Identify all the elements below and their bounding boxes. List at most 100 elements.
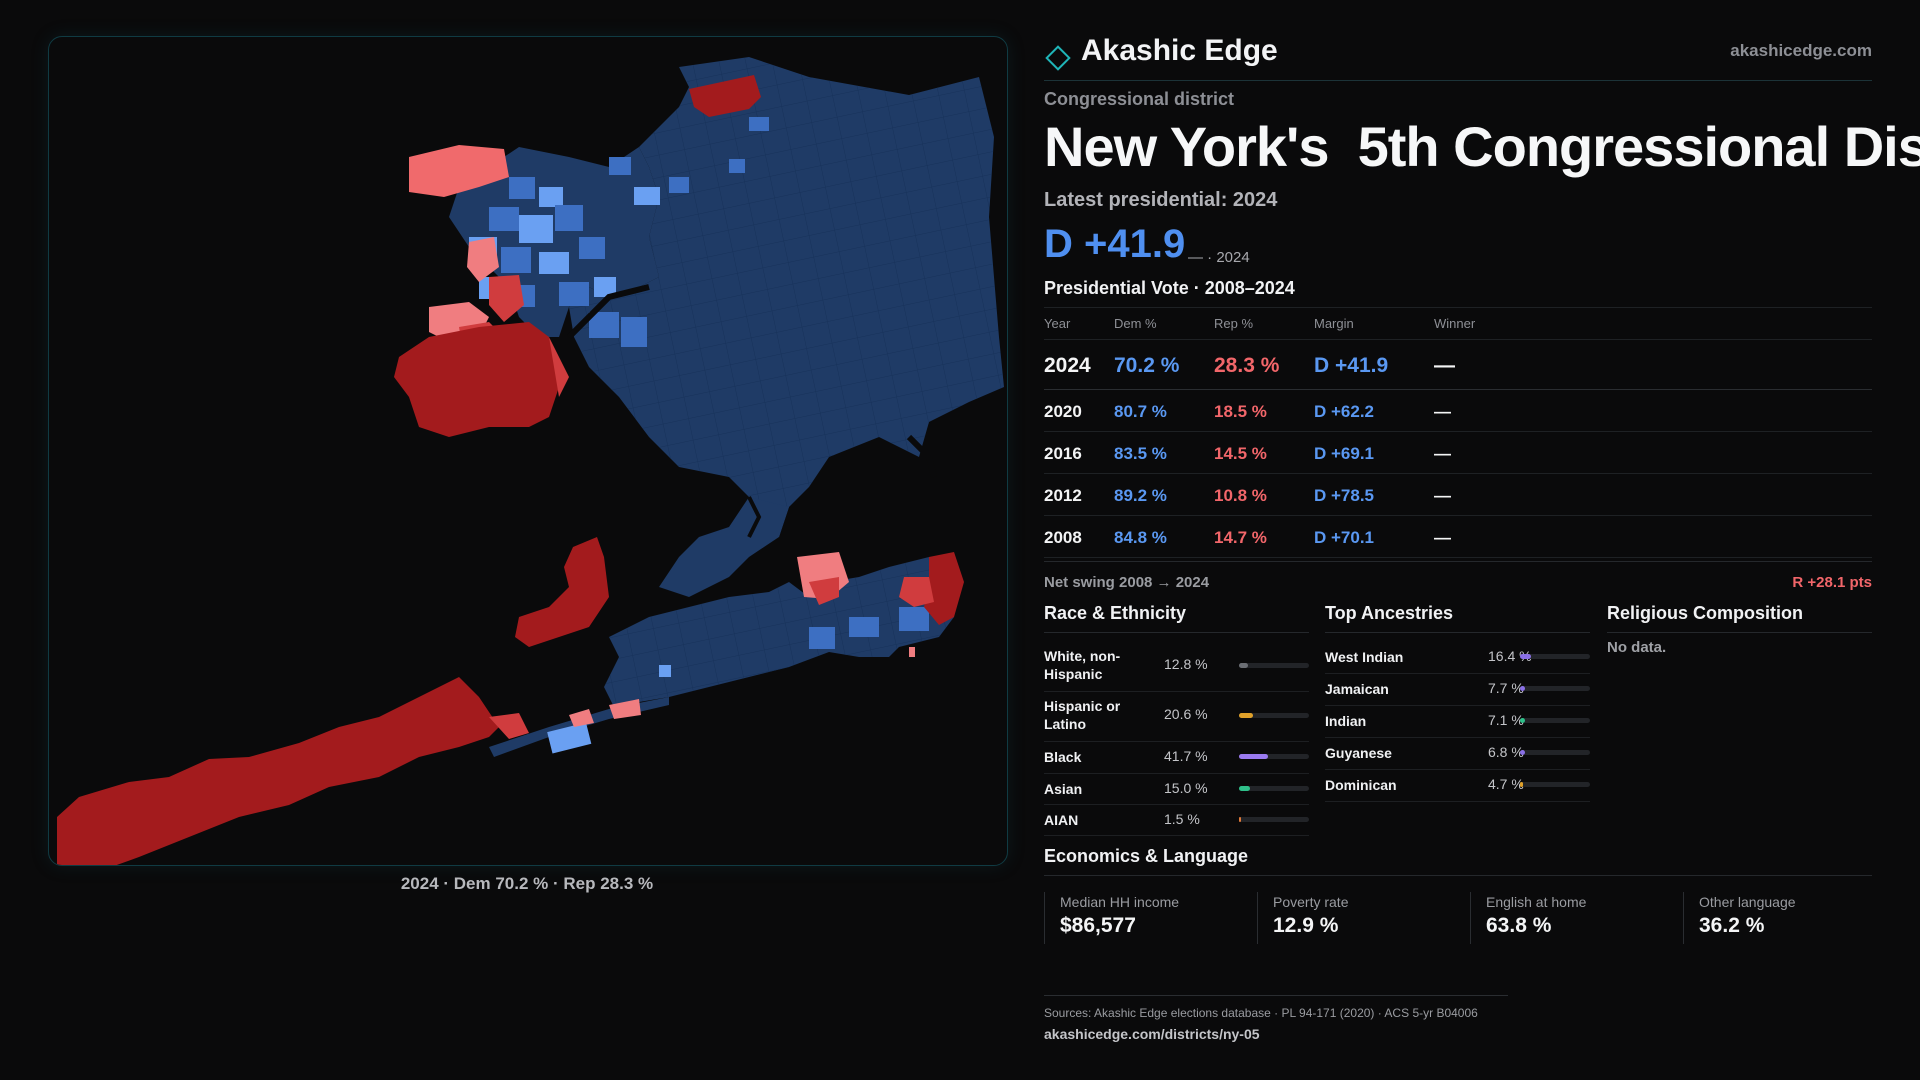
row-year: 2020 — [1044, 402, 1082, 421]
row-rep: 18.5 % — [1214, 402, 1267, 421]
race-row: Black 41.7 % — [1044, 741, 1309, 774]
race-label: Hispanic or Latino — [1044, 698, 1121, 732]
row-dem: 89.2 % — [1114, 486, 1167, 505]
ancestry-bar-fill — [1520, 718, 1525, 723]
net-swing-label: Net swing 2008 → 2024 — [1044, 574, 1210, 591]
race-row: Asian 15.0 % — [1044, 773, 1309, 805]
row-margin: D +62.2 — [1314, 402, 1375, 421]
ancestry-label: Indian — [1325, 713, 1367, 729]
latest-presidential-label: Latest presidential: 2024 — [1044, 189, 1278, 211]
col-rep: Rep % — [1214, 316, 1254, 331]
economics-title: Economics & Language — [1044, 846, 1249, 866]
race-value: 41.7 % — [1164, 748, 1208, 764]
district-map[interactable] — [48, 36, 1008, 866]
ancestry-bar-fill — [1520, 686, 1525, 691]
ancestry-label: West Indian — [1325, 649, 1404, 665]
ancestry-value: 4.7 % — [1488, 776, 1524, 792]
econ-value: 36.2 % — [1699, 914, 1765, 937]
row-rep: 14.7 % — [1214, 528, 1267, 547]
table-row[interactable]: 2024 70.2 % 28.3 % D +41.9 — — [1044, 340, 1872, 390]
race-row: AIAN 1.5 % — [1044, 804, 1309, 836]
econ-card-income: Median HH income $86,577 — [1044, 892, 1242, 944]
row-margin: D +70.1 — [1314, 528, 1375, 547]
row-margin: D +41.9 — [1314, 354, 1389, 377]
ancestry-row: Dominican 4.7 % — [1325, 769, 1590, 802]
religion-no-data: No data. — [1607, 639, 1667, 656]
race-bar-fill — [1239, 786, 1250, 791]
district-url-link[interactable]: akashicedge.com/districts/ny-05 — [1044, 1026, 1260, 1042]
map-svg[interactable] — [49, 37, 1007, 865]
ancestry-label: Jamaican — [1325, 681, 1389, 697]
rep-tracts[interactable] — [57, 75, 964, 865]
row-dem: 70.2 % — [1114, 354, 1180, 377]
district-type: Congressional district — [1044, 89, 1235, 109]
econ-value: 12.9 % — [1273, 914, 1339, 937]
brand-header: Akashic Edge akashicedge.com — [1044, 34, 1872, 81]
row-year: 2024 — [1044, 354, 1091, 377]
race-label: Asian — [1044, 781, 1083, 797]
brand-url-link[interactable]: akashicedge.com — [1730, 41, 1872, 60]
row-dem: 80.7 % — [1114, 402, 1167, 421]
net-swing-value: R +28.1 pts — [1792, 574, 1872, 591]
row-winner: — — [1434, 444, 1451, 463]
ancestry-bar-track — [1520, 750, 1590, 755]
row-year: 2016 — [1044, 444, 1082, 463]
map-caption: 2024 · Dem 70.2 % · Rep 28.3 % — [400, 874, 654, 893]
row-rep: 14.5 % — [1214, 444, 1267, 463]
latest-margin: D +41.9 — [1044, 222, 1186, 266]
ancestry-value: 7.1 % — [1488, 712, 1524, 728]
race-bar-track — [1239, 663, 1309, 668]
page-title: New York's 5th Congressional District — [1044, 115, 1920, 178]
sources-text: Sources: Akashic Edge elections database… — [1044, 1006, 1478, 1020]
presidential-vote-title: Presidential Vote · 2008–2024 — [1044, 278, 1295, 298]
ancestry-row: Indian 7.1 % — [1325, 705, 1590, 738]
econ-card-other-language: Other language 36.2 % — [1683, 892, 1881, 944]
col-dem: Dem % — [1114, 316, 1157, 331]
row-winner: — — [1434, 528, 1451, 547]
race-bar-fill — [1239, 713, 1253, 718]
ancestry-bar-fill — [1520, 782, 1523, 787]
table-header: Year Dem % Rep % Margin Winner — [1044, 307, 1872, 340]
ancestry-bar-track — [1520, 782, 1590, 787]
race-bar-fill — [1239, 663, 1248, 668]
race-label: AIAN — [1044, 812, 1079, 828]
ancestry-label: Guyanese — [1325, 745, 1392, 761]
race-label: White, non-Hispanic — [1044, 648, 1121, 682]
row-year: 2008 — [1044, 528, 1082, 547]
race-bar-fill — [1239, 754, 1268, 759]
table-row[interactable]: 2016 83.5 % 14.5 % D +69.1 — — [1044, 432, 1872, 474]
econ-label: English at home — [1486, 894, 1587, 910]
race-bar-track — [1239, 817, 1309, 822]
race-value: 12.8 % — [1164, 656, 1208, 672]
table-row[interactable]: 2012 89.2 % 10.8 % D +78.5 — — [1044, 474, 1872, 516]
row-rep: 10.8 % — [1214, 486, 1267, 505]
economics-rule — [1044, 875, 1872, 876]
race-bar-track — [1239, 786, 1309, 791]
ancestry-bar-track — [1520, 718, 1590, 723]
race-bar-track — [1239, 754, 1309, 759]
row-year: 2012 — [1044, 486, 1082, 505]
brand-name: Akashic Edge — [1081, 34, 1278, 67]
row-dem: 83.5 % — [1114, 444, 1167, 463]
race-bar-track — [1239, 713, 1309, 718]
ancestry-row: West Indian 16.4 % — [1325, 641, 1590, 674]
ancestry-bar-fill — [1520, 654, 1531, 659]
dem-lighter-tracts[interactable] — [469, 117, 929, 754]
race-value: 15.0 % — [1164, 780, 1208, 796]
details-panel: Akashic Edge akashicedge.com Congression… — [1044, 0, 1920, 1080]
ancestry-value: 16.4 % — [1488, 648, 1532, 664]
row-margin: D +78.5 — [1314, 486, 1375, 505]
race-value: 1.5 % — [1164, 811, 1200, 827]
race-row: Hispanic or Latino 20.6 % — [1044, 691, 1309, 742]
table-row[interactable]: 2020 80.7 % 18.5 % D +62.2 — — [1044, 390, 1872, 432]
ancestry-row: Guyanese 6.8 % — [1325, 737, 1590, 770]
ancestry-label: Dominican — [1325, 777, 1397, 793]
ancestry-bar-fill — [1520, 750, 1525, 755]
table-row[interactable]: 2008 84.8 % 14.7 % D +70.1 — — [1044, 516, 1872, 558]
col-year: Year — [1044, 316, 1071, 331]
ancestry-title: Top Ancestries — [1325, 603, 1454, 623]
ancestry-bar-track — [1520, 686, 1590, 691]
econ-label: Median HH income — [1060, 894, 1180, 910]
ancestry-value: 6.8 % — [1488, 744, 1524, 760]
race-bar-fill — [1239, 817, 1241, 822]
